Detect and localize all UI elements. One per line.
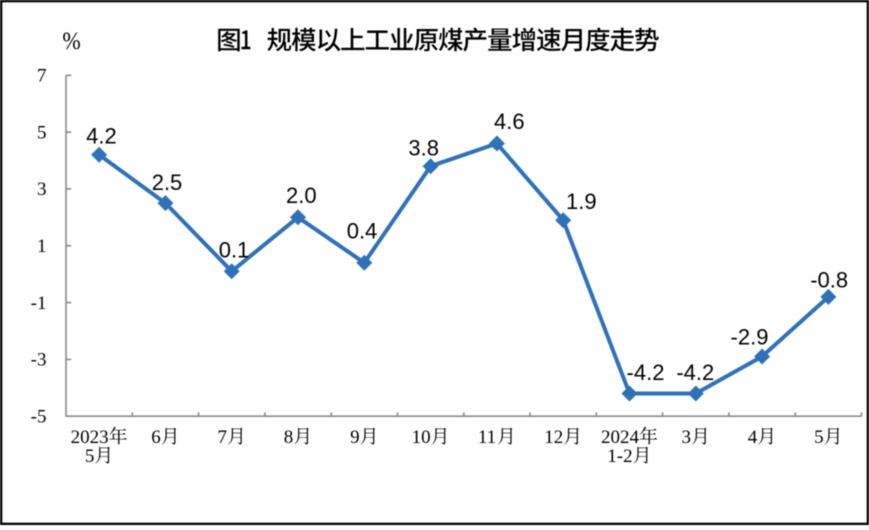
svg-text:0.1: 0.1 xyxy=(219,238,250,263)
svg-text:2.5: 2.5 xyxy=(152,170,183,195)
svg-text:5: 5 xyxy=(814,427,824,448)
svg-text:3.8: 3.8 xyxy=(408,136,439,161)
svg-text:7: 7 xyxy=(218,427,228,448)
svg-text:2023: 2023 xyxy=(71,427,109,448)
svg-text:1-2: 1-2 xyxy=(607,446,632,467)
svg-text:7: 7 xyxy=(37,66,47,87)
svg-text:-1: -1 xyxy=(31,293,47,314)
svg-text:8: 8 xyxy=(284,427,294,448)
svg-text:0.4: 0.4 xyxy=(347,219,378,244)
svg-text:3: 3 xyxy=(682,427,692,448)
svg-text:-0.8: -0.8 xyxy=(810,268,848,293)
svg-text:3: 3 xyxy=(37,179,47,200)
svg-text:1: 1 xyxy=(37,236,47,257)
svg-text:2024: 2024 xyxy=(601,427,640,448)
svg-text:4.6: 4.6 xyxy=(494,109,525,134)
svg-text:5: 5 xyxy=(37,122,47,143)
svg-text:12: 12 xyxy=(544,427,563,448)
svg-text:2.0: 2.0 xyxy=(286,183,317,208)
svg-text:-2.9: -2.9 xyxy=(731,325,769,350)
svg-text:-5: -5 xyxy=(31,406,47,427)
svg-text:5: 5 xyxy=(85,446,95,467)
svg-text:11: 11 xyxy=(478,427,496,448)
svg-text:-4.2: -4.2 xyxy=(676,360,714,385)
svg-text:-3: -3 xyxy=(31,350,47,371)
svg-text:%: % xyxy=(62,28,80,56)
svg-text:10: 10 xyxy=(412,427,431,448)
svg-text:6: 6 xyxy=(151,427,161,448)
svg-text:4: 4 xyxy=(748,427,758,448)
svg-text:9: 9 xyxy=(350,427,360,448)
svg-text:1.9: 1.9 xyxy=(566,189,597,214)
svg-text:4.2: 4.2 xyxy=(86,124,117,149)
svg-text:-4.2: -4.2 xyxy=(627,360,665,385)
